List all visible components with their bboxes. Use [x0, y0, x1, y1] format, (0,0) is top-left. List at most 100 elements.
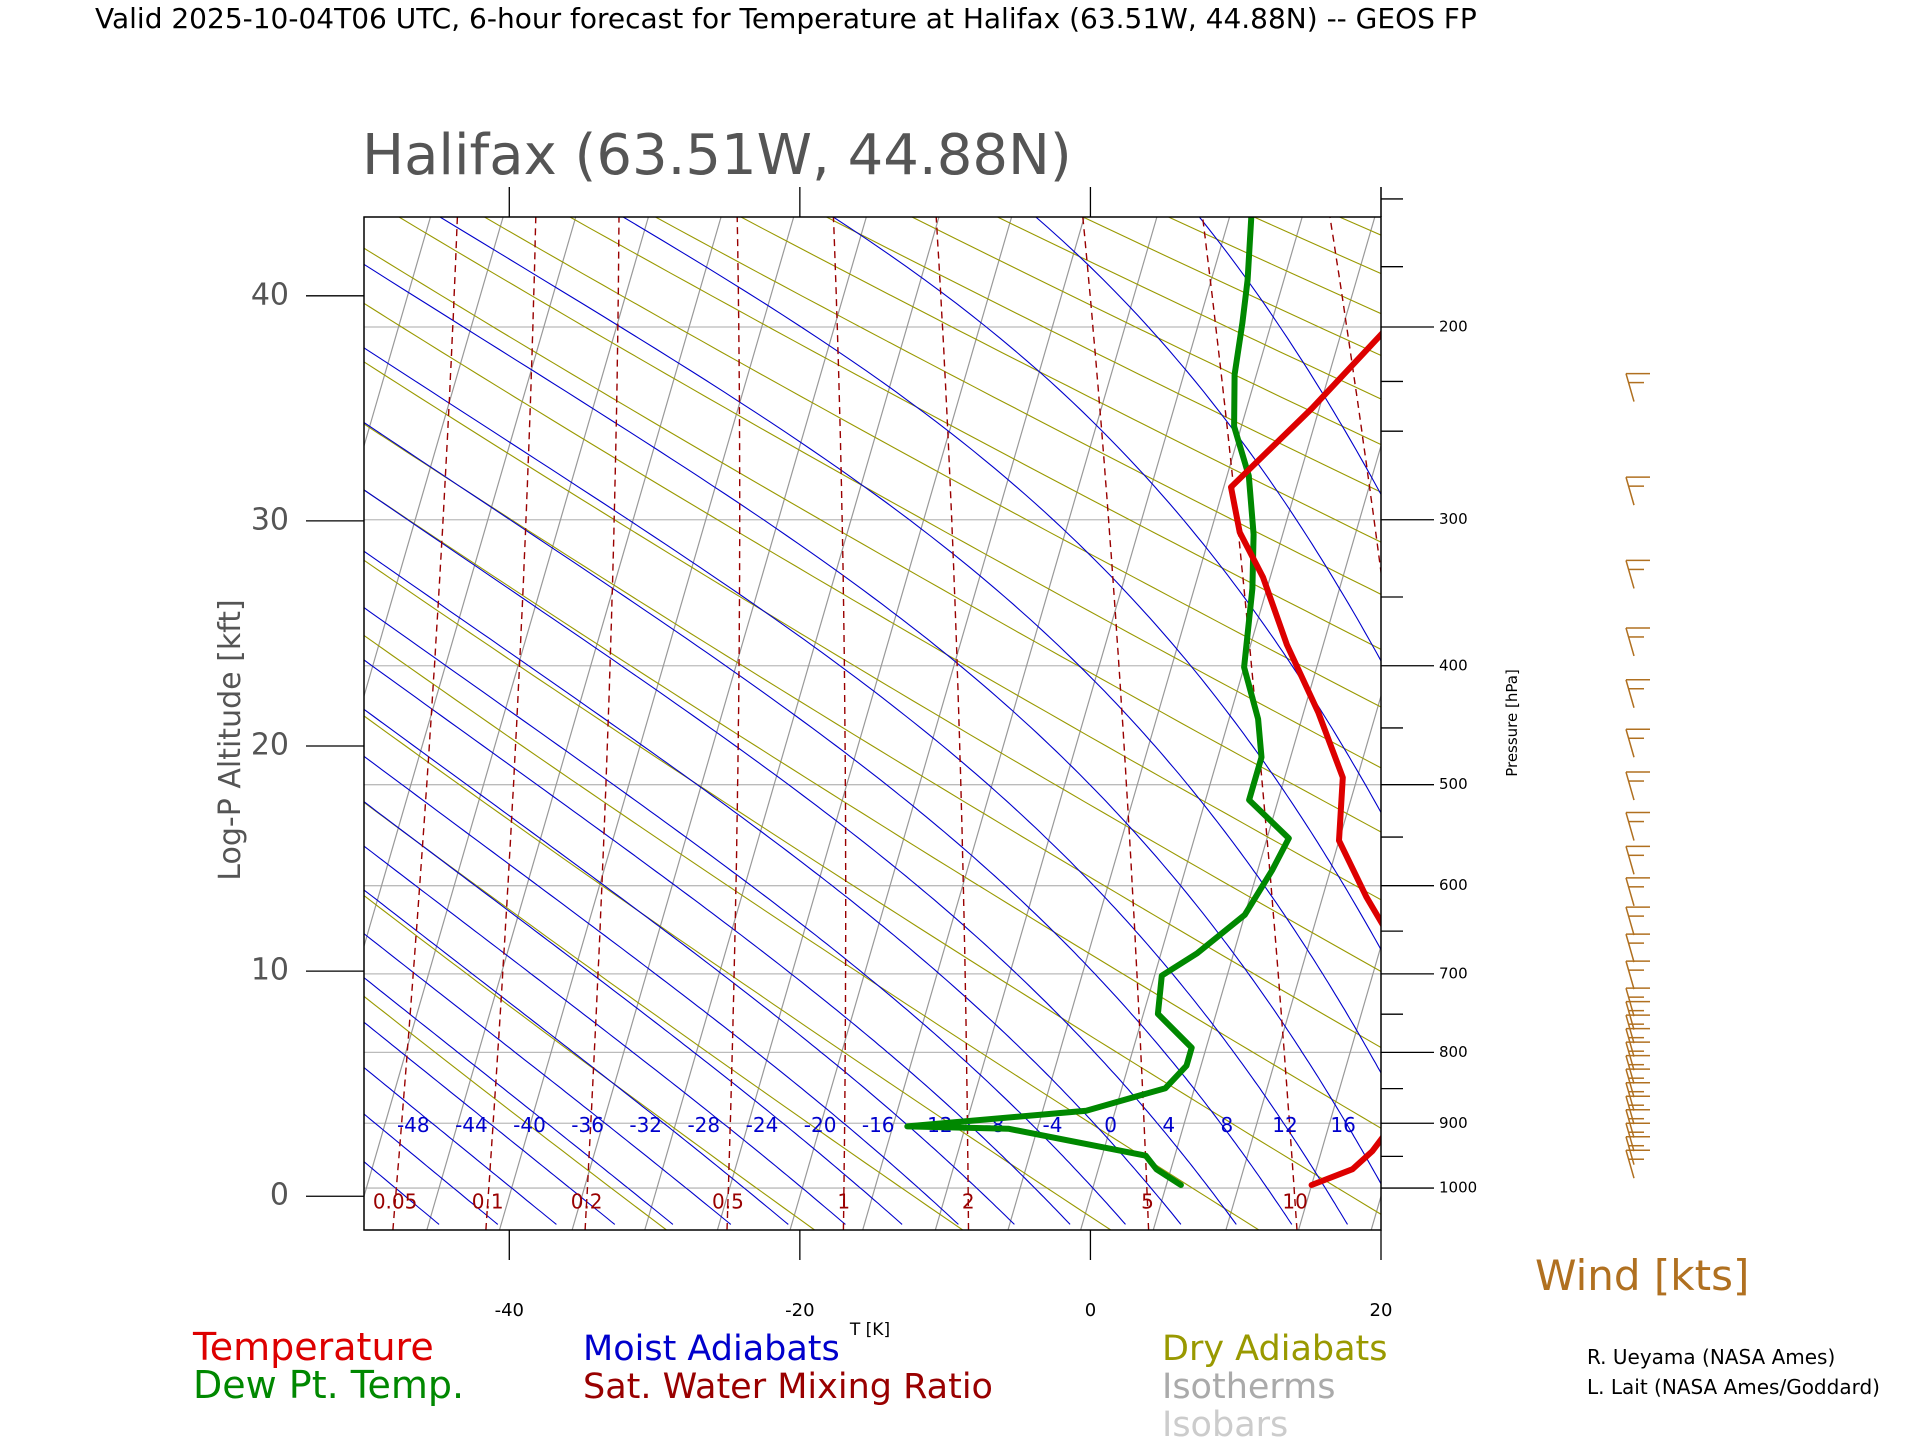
- wind-barb-staff: [1625, 1082, 1635, 1111]
- x-tick-label: -20: [785, 1300, 814, 1321]
- dry-adiabat-line: [364, 302, 1381, 901]
- isotherm-label: 0: [1104, 1113, 1117, 1137]
- moist-adiabat-line: [364, 933, 732, 1225]
- isotherm-line: [644, 217, 940, 1230]
- moist-adiabat-line: [364, 550, 1182, 1225]
- mixing-ratio-line: [1082, 217, 1150, 1230]
- isobar-lines: [364, 326, 1381, 1189]
- wind-barb-staff: [1625, 771, 1635, 801]
- pressure-tick-label: 200: [1439, 317, 1468, 335]
- moist-adiabat-line: [364, 489, 1237, 1225]
- pressure-tick-label: 800: [1439, 1043, 1468, 1061]
- isotherm-line: [571, 217, 867, 1230]
- legend-dry-adiabats: Dry Adiabats: [1162, 1329, 1388, 1369]
- moist-adiabat-line: [364, 976, 674, 1225]
- credit-line-2: L. Lait (NASA Ames/Goddard): [1587, 1375, 1880, 1399]
- moist-adiabat-line: [364, 347, 1348, 1225]
- wind-barb-staff: [1625, 846, 1635, 875]
- plot-area: -48 -44 -40 -36 -32 -28 -24 -20 -16 -12 -8 -4 0 4 8 12 1…: [0, 217, 1920, 1230]
- mixing-ratio-line: [832, 217, 847, 1230]
- isotherm-line: [1080, 217, 1376, 1230]
- dry-adiabat-line: [364, 247, 1381, 833]
- isotherm-line: [64, 217, 358, 1230]
- dry-adiabat-line: [569, 217, 1381, 650]
- wind-barb-staff: [1625, 960, 1635, 990]
- plot-frame: [363, 216, 1382, 1231]
- mixing-ratio-label: 2: [962, 1190, 975, 1214]
- mixing-ratio-label: 0.05: [373, 1190, 418, 1214]
- isotherm-line: [1297, 943, 1381, 1230]
- moist-adiabat-line: [364, 889, 789, 1225]
- wind-barb-staff: [1625, 1041, 1635, 1071]
- y2-axis-label: Pressure [hPa]: [1503, 669, 1521, 777]
- legend-isobars: Isobars: [1162, 1405, 1288, 1440]
- mixing-ratio-label: 1: [837, 1190, 850, 1214]
- page-header-title: Valid 2025-10-04T06 UTC, 6-hour forecast…: [95, 2, 1477, 35]
- dry-adiabat-line: [997, 217, 1381, 400]
- wind-barb-staff: [1625, 1123, 1635, 1152]
- legend-mixing-ratio: Sat. Water Mixing Ratio: [583, 1367, 993, 1407]
- moist-adiabat-lines: [364, 217, 1381, 1225]
- isotherm-line: [0, 217, 67, 1230]
- mixing-ratio-line: [392, 217, 459, 1230]
- pressure-tick-label: 700: [1439, 964, 1468, 982]
- temperature-profile-lower: [1308, 1134, 1381, 1188]
- dry-adiabat-line: [364, 559, 1381, 1215]
- isotherm-label: -36: [571, 1113, 604, 1137]
- wind-barb-staff: [1625, 729, 1635, 758]
- y-tick-label: 30: [251, 502, 289, 537]
- credit-line-1: R. Ueyama (NASA Ames): [1587, 1345, 1835, 1369]
- isotherm-line: [789, 217, 1085, 1230]
- mixing-ratio-label: 0.1: [472, 1190, 504, 1214]
- wind-barb-staff: [1625, 987, 1635, 1017]
- dry-adiabat-line: [364, 489, 1381, 1129]
- moist-adiabat-line: [364, 845, 846, 1225]
- isotherm-label: -32: [629, 1113, 662, 1137]
- wind-barb-staff: [1625, 1014, 1635, 1044]
- moist-adiabat-line: [1035, 217, 1381, 662]
- isotherm-line: [0, 217, 213, 1230]
- moist-adiabat-line: [832, 217, 1381, 814]
- mixing-ratio-label: 5: [1141, 1190, 1154, 1214]
- isotherm-label: -4: [1043, 1113, 1063, 1137]
- x-tick-label: 20: [1370, 1300, 1393, 1321]
- wind-barb-staff: [1625, 1109, 1635, 1138]
- wind-barb-staff: [1625, 812, 1635, 841]
- isotherm-lines: [0, 217, 1381, 1230]
- isotherm-line: [1225, 693, 1381, 1230]
- dry-adiabat-line: [364, 715, 1112, 1230]
- wind-barb-staff: [1625, 933, 1635, 963]
- isotherm-line: [364, 217, 649, 1199]
- x-tick-label: -40: [495, 1300, 524, 1321]
- dry-adiabat-line: [911, 217, 1381, 446]
- dry-adiabat-lines: [364, 217, 1920, 1230]
- legend-moist-adiabats: Moist Adiabats: [583, 1329, 840, 1369]
- dry-adiabat-line: [364, 801, 964, 1230]
- isotherm-line: [364, 217, 432, 449]
- pressure-tick-label: 1000: [1439, 1179, 1477, 1197]
- mixing-ratio-label: 0.5: [712, 1190, 744, 1214]
- wind-barb-staff: [1625, 476, 1635, 506]
- isotherm-label: 12: [1272, 1113, 1297, 1137]
- dry-adiabat-line: [364, 995, 667, 1230]
- plot-title: Halifax (63.51W, 44.88N): [362, 123, 1072, 188]
- mixing-ratio-line: [935, 217, 970, 1230]
- dry-adiabat-line: [1511, 217, 1920, 1230]
- dry-adiabat-line: [364, 634, 1260, 1230]
- moist-adiabat-line: [364, 755, 959, 1225]
- isotherm-label: 8: [1221, 1113, 1234, 1137]
- dry-adiabat-line: [655, 217, 1381, 595]
- isotherm-label: 16: [1330, 1113, 1355, 1137]
- moist-adiabat-line: [364, 606, 1126, 1225]
- moist-adiabat-line: [364, 263, 1381, 1185]
- legend-temperature: Temperature: [192, 1325, 434, 1369]
- isotherm-line: [364, 217, 577, 949]
- axes: -40 -20 0 200102030401000900800700600500400…: [251, 187, 1477, 1321]
- mixing-ratio-label: 0.2: [571, 1190, 603, 1214]
- dry-adiabat-line: [1082, 217, 1381, 357]
- wind-barb-staff: [1625, 906, 1635, 936]
- isotherm-label: -48: [397, 1113, 430, 1137]
- isotherm-label: 4: [1162, 1113, 1175, 1137]
- isotherm-line: [426, 217, 722, 1230]
